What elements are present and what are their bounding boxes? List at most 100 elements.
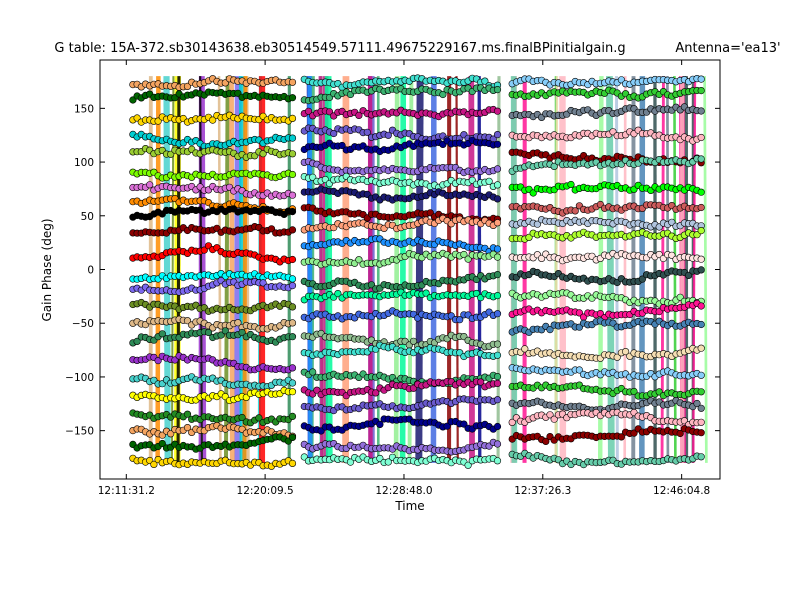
data-point xyxy=(443,422,451,430)
phase-series-band xyxy=(129,298,297,315)
data-point xyxy=(234,319,242,327)
data-point xyxy=(288,412,297,421)
data-point xyxy=(288,114,297,122)
data-point xyxy=(493,310,502,318)
phase-series-band xyxy=(300,415,502,435)
data-point xyxy=(334,290,342,298)
phase-series-band xyxy=(129,145,297,161)
phase-series-band xyxy=(508,126,705,145)
data-point xyxy=(697,203,705,212)
data-point xyxy=(697,371,705,379)
phase-wrap-trace xyxy=(242,76,248,463)
data-point xyxy=(288,388,297,396)
phase-series-band xyxy=(300,438,502,456)
x-tick-label: 12:46:04.8 xyxy=(653,485,710,497)
phase-wrap-trace xyxy=(399,76,407,463)
y-tick-label: 150 xyxy=(74,103,94,115)
data-point xyxy=(493,457,502,465)
data-point xyxy=(204,328,213,337)
data-point xyxy=(133,337,141,346)
data-point xyxy=(481,77,489,85)
x-tick-label: 12:20:09.5 xyxy=(237,485,294,497)
y-tick-label: −50 xyxy=(72,318,94,330)
phase-series-band xyxy=(129,223,297,237)
data-point xyxy=(456,316,464,324)
data-point xyxy=(697,429,705,437)
scan-block-2 xyxy=(300,74,502,469)
data-point xyxy=(288,94,297,102)
data-point xyxy=(183,317,192,325)
phase-series-band xyxy=(129,270,297,284)
data-point xyxy=(493,292,502,300)
phase-series-band xyxy=(129,242,297,266)
x-tick-label: 12:37:26.3 xyxy=(514,485,571,497)
phase-series-band xyxy=(300,214,502,234)
phase-wrap-trace xyxy=(393,76,400,463)
phase-series-band xyxy=(129,327,297,347)
data-point xyxy=(150,460,158,469)
data-point xyxy=(288,275,297,283)
data-point xyxy=(158,330,166,338)
data-point xyxy=(304,107,313,115)
phase-wrap-trace xyxy=(233,76,242,463)
data-point xyxy=(330,129,338,138)
data-point xyxy=(255,414,263,422)
phase-series-band xyxy=(129,454,297,470)
phase-wrap-trace xyxy=(510,76,518,463)
phase-wrap-trace xyxy=(155,76,161,463)
data-point xyxy=(485,177,493,185)
data-point xyxy=(372,389,380,397)
phase-series-band xyxy=(300,341,502,361)
phase-wrap-trace xyxy=(623,76,627,463)
data-point xyxy=(493,396,502,404)
phase-wrap-trace xyxy=(201,76,207,463)
data-point xyxy=(493,85,502,94)
plot-area xyxy=(129,74,708,470)
y-tick-label: 0 xyxy=(87,265,94,277)
phase-wrap-trace xyxy=(554,76,559,463)
phase-wrap-trace xyxy=(224,76,230,463)
data-point xyxy=(697,344,705,352)
phase-series-band xyxy=(129,422,297,440)
data-point xyxy=(267,225,276,233)
data-point xyxy=(167,430,175,438)
data-point xyxy=(493,165,502,173)
data-point xyxy=(158,439,166,448)
phase-series-band xyxy=(300,84,502,105)
phase-series-band xyxy=(129,433,297,453)
data-point xyxy=(567,180,575,189)
data-point xyxy=(460,250,468,259)
data-point xyxy=(697,86,705,95)
data-point xyxy=(409,337,418,345)
phase-series-band xyxy=(300,288,502,304)
data-point xyxy=(355,256,363,264)
data-point xyxy=(493,340,502,348)
phase-series-band xyxy=(129,277,297,296)
data-point xyxy=(288,379,297,387)
phase-series-band xyxy=(300,157,502,177)
data-point xyxy=(477,378,485,386)
data-point xyxy=(288,78,297,86)
data-point xyxy=(288,170,297,179)
data-point xyxy=(697,107,705,115)
phase-series-band xyxy=(129,181,297,200)
data-point xyxy=(460,420,468,428)
phase-wrap-trace xyxy=(597,76,604,463)
data-point xyxy=(288,134,297,142)
y-tick-label: 100 xyxy=(74,157,94,169)
phase-series-band xyxy=(300,185,502,204)
data-point xyxy=(183,424,192,432)
phase-series-band xyxy=(300,271,502,293)
data-point xyxy=(154,357,162,365)
data-point xyxy=(288,459,297,468)
data-point xyxy=(697,418,705,426)
phase-series-band xyxy=(508,103,705,121)
data-point xyxy=(493,373,502,381)
phase-wrap-trace xyxy=(163,76,171,463)
data-point xyxy=(167,150,175,158)
data-point xyxy=(288,282,297,290)
phase-series-band xyxy=(300,172,502,191)
chart-subtitle-antenna: Antenna='ea13' xyxy=(675,41,780,56)
data-point xyxy=(493,195,502,203)
